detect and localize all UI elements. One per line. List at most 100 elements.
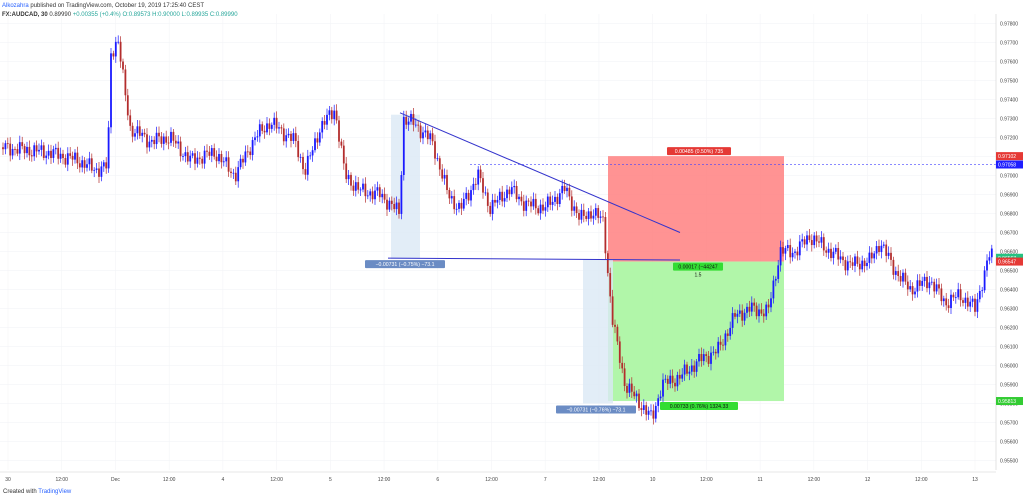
- author-name[interactable]: Alkozahra: [2, 3, 29, 9]
- candle-body: [861, 260, 864, 270]
- candle-body: [170, 131, 172, 143]
- candle-body: [712, 351, 715, 353]
- candle-body: [364, 183, 367, 197]
- candle-body: [614, 324, 616, 327]
- candle-body: [810, 240, 813, 246]
- candle-body: [38, 149, 40, 152]
- candle-body: [705, 354, 708, 356]
- candle-body: [892, 259, 895, 275]
- candle-body: [88, 158, 91, 165]
- candle-body: [880, 245, 883, 253]
- candle-body: [587, 211, 590, 219]
- candle-body: [280, 127, 283, 129]
- candle-body: [429, 133, 432, 140]
- candle-body: [186, 152, 189, 162]
- candle-body: [326, 114, 328, 125]
- time-tick-label: 12:00: [593, 477, 606, 483]
- candle-body: [309, 155, 312, 157]
- candle-body: [585, 215, 588, 219]
- candle-body: [194, 153, 196, 164]
- stop-loss-zone[interactable]: [608, 156, 784, 262]
- take-profit-label: 0.00733 (0.76%) 1324.33: [670, 404, 729, 410]
- price-tick-label: 0.95700: [1000, 421, 1018, 427]
- candle-body: [62, 153, 64, 159]
- trendline-lower[interactable]: [387, 257, 681, 261]
- candle-body: [105, 162, 108, 169]
- chart-header: Alkozahra published on TradingView.com, …: [2, 2, 238, 20]
- candle-body: [297, 140, 300, 158]
- candle-body: [71, 155, 74, 160]
- candle-body: [256, 136, 259, 138]
- price-tick-label: 0.95500: [1000, 459, 1018, 465]
- tradingview-logo-text[interactable]: TradingView: [38, 489, 72, 495]
- candle-body: [618, 341, 621, 363]
- candle-body: [938, 284, 940, 289]
- candle-body: [76, 152, 79, 164]
- candle-body: [902, 272, 904, 282]
- candle-body: [146, 134, 148, 148]
- candle-body: [654, 405, 657, 419]
- position-label-bg: [673, 262, 723, 271]
- price-marker: 0.97102: [998, 154, 1016, 160]
- take-profit-zone[interactable]: [608, 261, 784, 402]
- candle-body: [26, 146, 28, 154]
- candle-body: [18, 142, 21, 154]
- date-range-zone-1[interactable]: [391, 114, 420, 260]
- candle-body: [556, 196, 559, 204]
- candle-body: [741, 310, 744, 321]
- candle-body: [482, 178, 484, 193]
- candle-body: [530, 201, 532, 207]
- candle-body: [549, 196, 552, 205]
- candle-body: [318, 132, 321, 143]
- candle-body: [110, 53, 112, 128]
- candle-body: [287, 133, 290, 136]
- price-tick-label: 0.96400: [1000, 288, 1018, 294]
- candle-body: [42, 145, 45, 158]
- price-axis: 0.97800 0.97700 0.97600 0.97500 0.97400 0.973…: [995, 0, 1024, 486]
- trendline-upper[interactable]: [399, 112, 681, 233]
- candle-body: [546, 196, 549, 208]
- candle-body: [830, 248, 832, 259]
- candle-body: [647, 410, 650, 415]
- candle-body: [638, 393, 640, 409]
- candle-body: [578, 213, 580, 220]
- candlestick-series: [2, 35, 993, 425]
- price-tick-label: 0.96500: [1000, 269, 1018, 275]
- candle-body: [400, 175, 403, 214]
- candle-body: [885, 244, 888, 256]
- date-range-zone-2[interactable]: [583, 259, 613, 404]
- candle-body: [510, 187, 513, 195]
- time-tick-label: 12:00: [808, 477, 821, 483]
- candle-body: [582, 209, 585, 216]
- candle-body: [770, 298, 772, 308]
- price-tick-label: 0.96600: [1000, 250, 1018, 256]
- candle-body: [150, 139, 153, 142]
- candle-body: [503, 198, 506, 202]
- candle-body: [724, 333, 727, 346]
- candle-body: [362, 183, 364, 190]
- time-tick-label: 12:00: [378, 477, 391, 483]
- candle-body: [16, 149, 19, 154]
- candle-body: [962, 300, 964, 303]
- range-label-1: −0.00731 (−0.75%) −73.1: [376, 262, 435, 268]
- candle-body: [441, 169, 444, 179]
- range-label-2: −0.00731 (−0.76%) −73.1: [567, 408, 626, 414]
- candle-body: [246, 151, 249, 153]
- candle-body: [784, 248, 787, 254]
- candle-body: [652, 410, 655, 419]
- price-tick-label: 0.97000: [1000, 174, 1018, 180]
- candle-body: [57, 147, 60, 159]
- candle-body: [434, 141, 436, 159]
- candle-body: [868, 252, 871, 263]
- candle-body: [11, 148, 14, 156]
- candle-body: [179, 141, 182, 157]
- candle-body: [215, 156, 218, 162]
- candle-body: [966, 297, 969, 307]
- candle-body: [86, 164, 88, 168]
- candle-body: [988, 257, 991, 261]
- candle-body: [81, 160, 84, 168]
- candle-body: [498, 191, 501, 200]
- candle-body: [798, 241, 801, 256]
- candle-body: [777, 265, 780, 279]
